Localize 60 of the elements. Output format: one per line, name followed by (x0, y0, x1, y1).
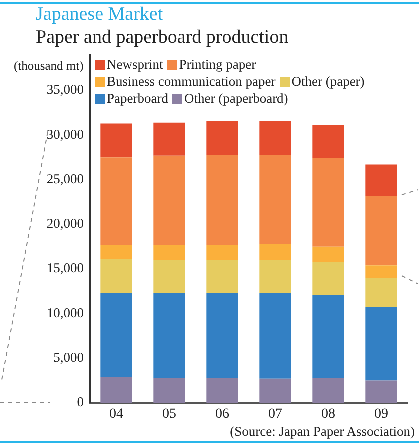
bar (366, 380, 398, 403)
bar (260, 244, 292, 260)
bar (206, 260, 238, 294)
legend-label: Newsprint (107, 56, 164, 73)
y-tick-label: 5,000 (54, 350, 84, 365)
bar (100, 158, 132, 246)
bar (206, 378, 238, 403)
bar (260, 121, 292, 155)
y-tick-label: 35,000 (46, 82, 84, 98)
legend-label: Other (paper) (292, 73, 365, 90)
x-tick-label: 06 (216, 407, 230, 422)
bar (206, 154, 238, 246)
bar (154, 378, 186, 403)
bar (312, 262, 344, 296)
bar (206, 245, 238, 260)
bar (154, 245, 186, 260)
chart-title: Japanese Market (36, 4, 164, 26)
legend-label: Printing paper (179, 56, 256, 73)
bar (206, 121, 238, 155)
bar (260, 260, 292, 294)
x-tick-label: 08 (322, 407, 336, 422)
bar (100, 377, 132, 403)
bar (312, 295, 344, 378)
x-tick-label: 05 (162, 407, 176, 422)
y-tick-label: 25,000 (46, 171, 84, 186)
bar (260, 293, 292, 379)
legend-label: Business communication paper (107, 73, 276, 90)
bar (206, 293, 238, 378)
bar (100, 259, 132, 294)
legend-label: Paperboard (107, 90, 168, 107)
x-tick-label: 07 (268, 407, 282, 422)
bar (366, 164, 398, 196)
bar (154, 260, 186, 294)
x-tick-label: 09 (374, 407, 388, 422)
bar (312, 158, 344, 247)
bar (312, 125, 344, 159)
chart-subtitle: Paper and paperboard production (36, 27, 289, 49)
bar (100, 293, 132, 378)
bar (366, 308, 398, 381)
bar (366, 266, 398, 278)
x-tick-label: 04 (110, 407, 124, 422)
bar (312, 246, 344, 262)
bar (260, 378, 292, 403)
y-axis-title: (thousand mt) (14, 59, 84, 74)
bar (154, 293, 186, 378)
bar (366, 278, 398, 308)
legend-label: Other (paperboard) (184, 90, 288, 107)
bar (100, 124, 132, 158)
y-tick-label: 15,000 (46, 260, 84, 276)
text: (Source: Japan Paper Association) (230, 424, 415, 440)
bar (260, 154, 292, 244)
y-tick-label: 20,000 (46, 216, 84, 232)
bar (154, 156, 186, 246)
bar (366, 196, 398, 266)
bar (100, 245, 132, 260)
bar (154, 122, 186, 156)
y-tick-label: 0 (77, 394, 84, 410)
bar (312, 378, 344, 403)
y-tick-label: 30,000 (46, 126, 84, 142)
y-tick-label: 10,000 (46, 305, 84, 320)
